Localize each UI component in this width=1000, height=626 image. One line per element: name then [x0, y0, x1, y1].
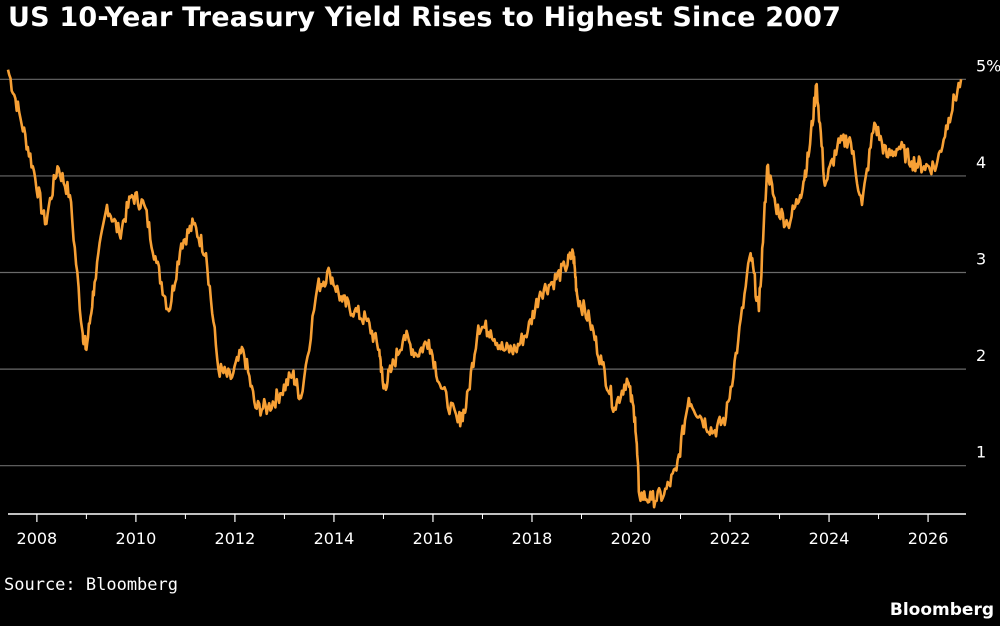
y-tick-label: 5% [976, 56, 1000, 75]
grid-lines [0, 78, 966, 467]
y-tick-label: 4 [976, 153, 986, 172]
x-tick-label: 2016 [413, 529, 454, 548]
x-tick-label: 2026 [908, 529, 949, 548]
x-tick-label: 2014 [314, 529, 355, 548]
series-layer [6, 69, 963, 509]
x-axis: 2008 2010 2012 2014 2016 2018 2020 2022 2024 2026 [8, 513, 966, 548]
y-tick-label: 3 [976, 250, 986, 269]
source-note: Source: Bloomberg [4, 575, 178, 595]
x-tick-label: 2022 [710, 529, 751, 548]
chart-title: US 10-Year Treasury Yield Rises to Highe… [8, 2, 842, 33]
x-tick-label: 2024 [809, 529, 850, 548]
y-tick-label: 1 [976, 443, 986, 462]
y-axis: 1 2 3 4 5% [976, 56, 1000, 461]
x-tick-label: 2018 [512, 529, 553, 548]
x-tick-label: 2010 [116, 529, 157, 548]
y-tick-label: 2 [976, 346, 986, 365]
series-line-0 [6, 69, 963, 509]
brand-logo: Bloomberg [889, 600, 994, 620]
x-tick-label: 2008 [17, 529, 58, 548]
x-tick-label: 2020 [611, 529, 652, 548]
x-tick-label: 2012 [215, 529, 256, 548]
